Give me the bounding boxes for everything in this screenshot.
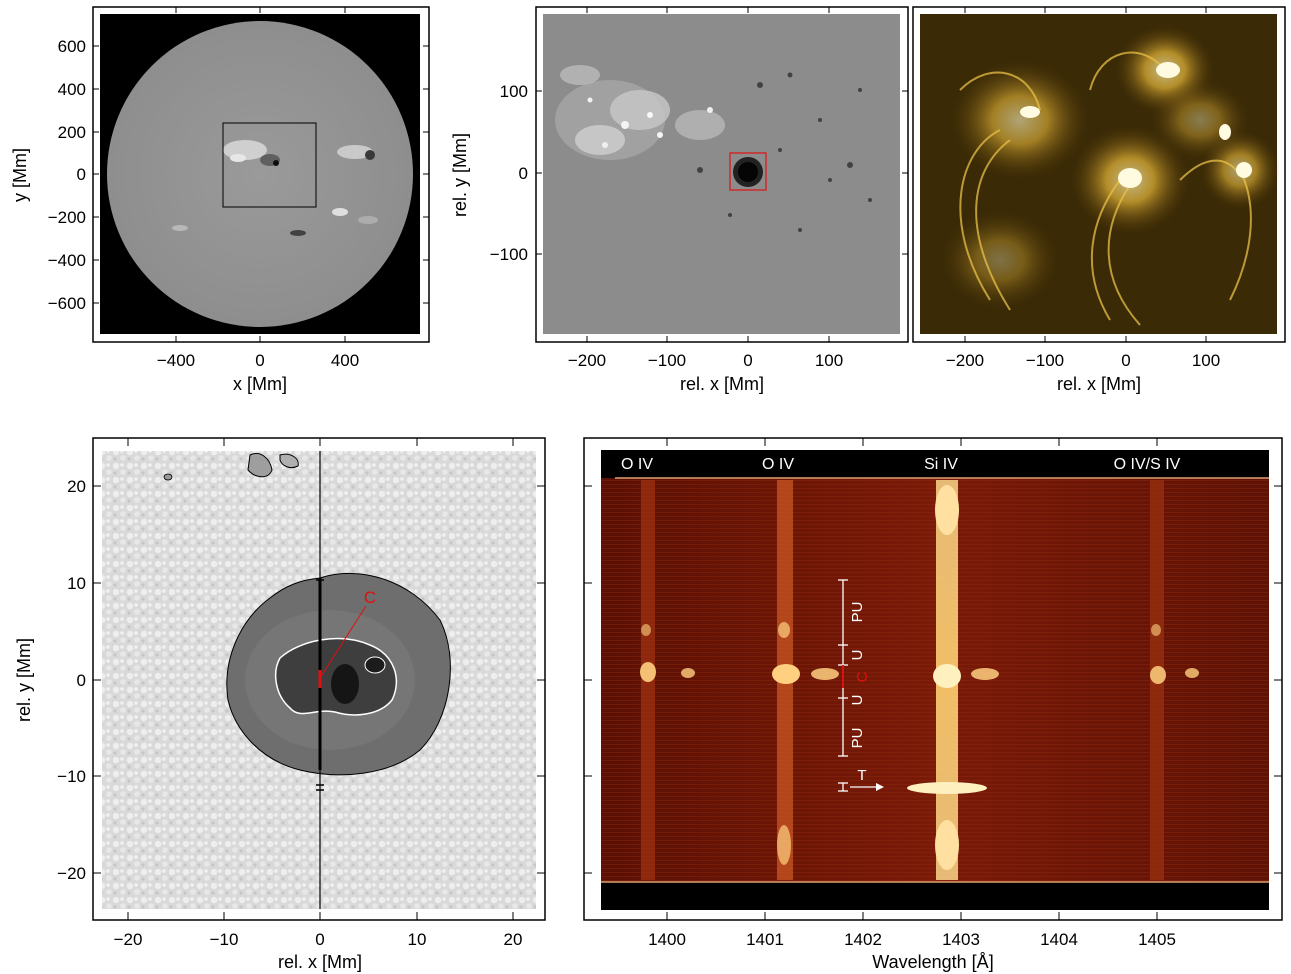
panel-b-axes [536, 7, 908, 342]
panel-d-ytick: −20 [57, 864, 86, 883]
spectral-line-labels: O IV O IV Si IV O IV/S IV [621, 456, 1181, 473]
panel-e-xtick: 1401 [746, 930, 784, 949]
panel-d-xtick: 0 [315, 930, 324, 949]
panel-a-tick-labels: −400 0 400 600 400 200 0 −200 −400 −600 [48, 37, 359, 370]
pore-contour [247, 453, 273, 478]
line-label-o-iv-1: O IV [621, 456, 653, 473]
panel-c-axes [964, 7, 1207, 342]
disk-magnetic-features [172, 140, 378, 236]
panel-e-xtick: 1403 [942, 930, 980, 949]
panel-c-coronal: −200 −100 0 100 rel. x [Mm] [912, 6, 1286, 394]
umbra-core-2 [364, 656, 386, 674]
panel-c-loops [959, 51, 1252, 326]
line-label-si-iv: Si IV [924, 456, 958, 473]
panel-e-xtick: 1400 [648, 930, 686, 949]
t-arrow-head [876, 783, 884, 791]
panel-a-xtick: 0 [255, 351, 264, 370]
zoom-box-red [729, 152, 767, 191]
panel-a-ylabel: y [Mm] [10, 148, 30, 202]
panel-e-xtick: 1405 [1138, 930, 1176, 949]
panel-d-ytick: 0 [77, 671, 86, 690]
panel-d-axes [93, 438, 545, 920]
panel-a-ytick: 600 [58, 37, 86, 56]
panel-b-ytick: −100 [490, 245, 528, 264]
panel-b-ylabel: rel. y [Mm] [450, 133, 470, 217]
panel-b-xtick: −200 [568, 351, 606, 370]
solar-disk [107, 21, 413, 327]
panel-a-ytick: 0 [77, 165, 86, 184]
panel-e-xtick: 1404 [1040, 930, 1078, 949]
panel-b-plage [555, 65, 725, 160]
panel-a-xlabel: x [Mm] [233, 374, 287, 394]
panel-d-xtick: 20 [504, 930, 523, 949]
region-u-lower: U [849, 695, 866, 706]
panel-d-xtick: −10 [210, 930, 239, 949]
panel-d-ytick: −10 [57, 767, 86, 786]
panel-c-xtick: 0 [1121, 351, 1130, 370]
panel-c-xtick: −200 [946, 351, 984, 370]
panel-a-xtick: 400 [331, 351, 359, 370]
panel-e-xtick: 1402 [844, 930, 882, 949]
panel-b-image [543, 14, 900, 334]
panel-a-ytick: 400 [58, 80, 86, 99]
panel-b-xtick: 100 [815, 351, 843, 370]
sunspot-core [738, 162, 758, 182]
region-pu-upper: PU [849, 602, 866, 623]
panel-b-xtick: −100 [648, 351, 686, 370]
panel-d-ytick: 10 [67, 574, 86, 593]
line-label-o-iv-s-iv: O IV/S IV [1114, 456, 1181, 473]
pore-contour [279, 453, 299, 469]
panel-a-ytick: 200 [58, 123, 86, 142]
pore-contour [163, 473, 173, 481]
panel-a-fulldisk: −400 0 400 600 400 200 0 −200 −400 −600 … [10, 6, 430, 394]
panel-d-xlabel: rel. x [Mm] [278, 952, 362, 972]
panel-d-ylabel: rel. y [Mm] [14, 638, 34, 722]
panel-a-ytick: −400 [48, 251, 86, 270]
region-of-interest-box [222, 122, 317, 208]
panel-a-ytick: −600 [48, 294, 86, 313]
marker-c-leader [321, 605, 367, 676]
panel-c-xtick: −100 [1026, 351, 1064, 370]
region-pu-lower: PU [849, 728, 866, 749]
panel-b-magnetogram: −200 −100 0 100 100 0 −100 rel. x [Mm] r… [450, 6, 909, 394]
panel-d-xtick: −20 [114, 930, 143, 949]
region-u-upper: U [849, 650, 866, 661]
panel-c-xlabel: rel. x [Mm] [1057, 374, 1141, 394]
panel-e-tick-labels: 1400 1401 1402 1403 1404 1405 [648, 930, 1176, 949]
panel-b-xtick: 0 [743, 351, 752, 370]
panel-b-xlabel: rel. x [Mm] [680, 374, 764, 394]
panel-d-sunspot: C −20 −10 0 10 20 20 10 0 −10 −20 rel. x… [14, 437, 546, 972]
line-label-o-iv-2: O IV [762, 456, 794, 473]
region-c: C [854, 671, 871, 682]
panel-e-axes [584, 438, 1282, 920]
panel-e-xlabel: Wavelength [Å] [872, 952, 993, 972]
panel-a-axes [93, 7, 429, 342]
panel-a-ytick: −200 [48, 208, 86, 227]
panel-c-bright-kernels [1020, 62, 1252, 188]
panel-b-ytick: 100 [500, 82, 528, 101]
panel-d-tick-labels: −20 −10 0 10 20 20 10 0 −10 −20 [57, 477, 522, 949]
panel-a-xtick: −400 [157, 351, 195, 370]
panel-d-xtick: 10 [408, 930, 427, 949]
region-labels: PU U U PU T [849, 602, 867, 784]
region-t: T [857, 767, 866, 784]
panel-c-tick-labels: −200 −100 0 100 [946, 351, 1220, 370]
panel-b-negative-network [697, 72, 872, 232]
panel-b-tick-labels: −200 −100 0 100 100 0 −100 [490, 82, 843, 370]
panel-b-ytick: 0 [519, 164, 528, 183]
panel-c-xtick: 100 [1192, 351, 1220, 370]
panel-e-spectrum: O IV O IV Si IV O IV/S IV PU U U PU T [583, 437, 1283, 972]
panel-d-ytick: 20 [67, 477, 86, 496]
emission-features [640, 485, 1199, 870]
marker-c-label: C [364, 588, 376, 607]
umbra-core [331, 664, 359, 704]
